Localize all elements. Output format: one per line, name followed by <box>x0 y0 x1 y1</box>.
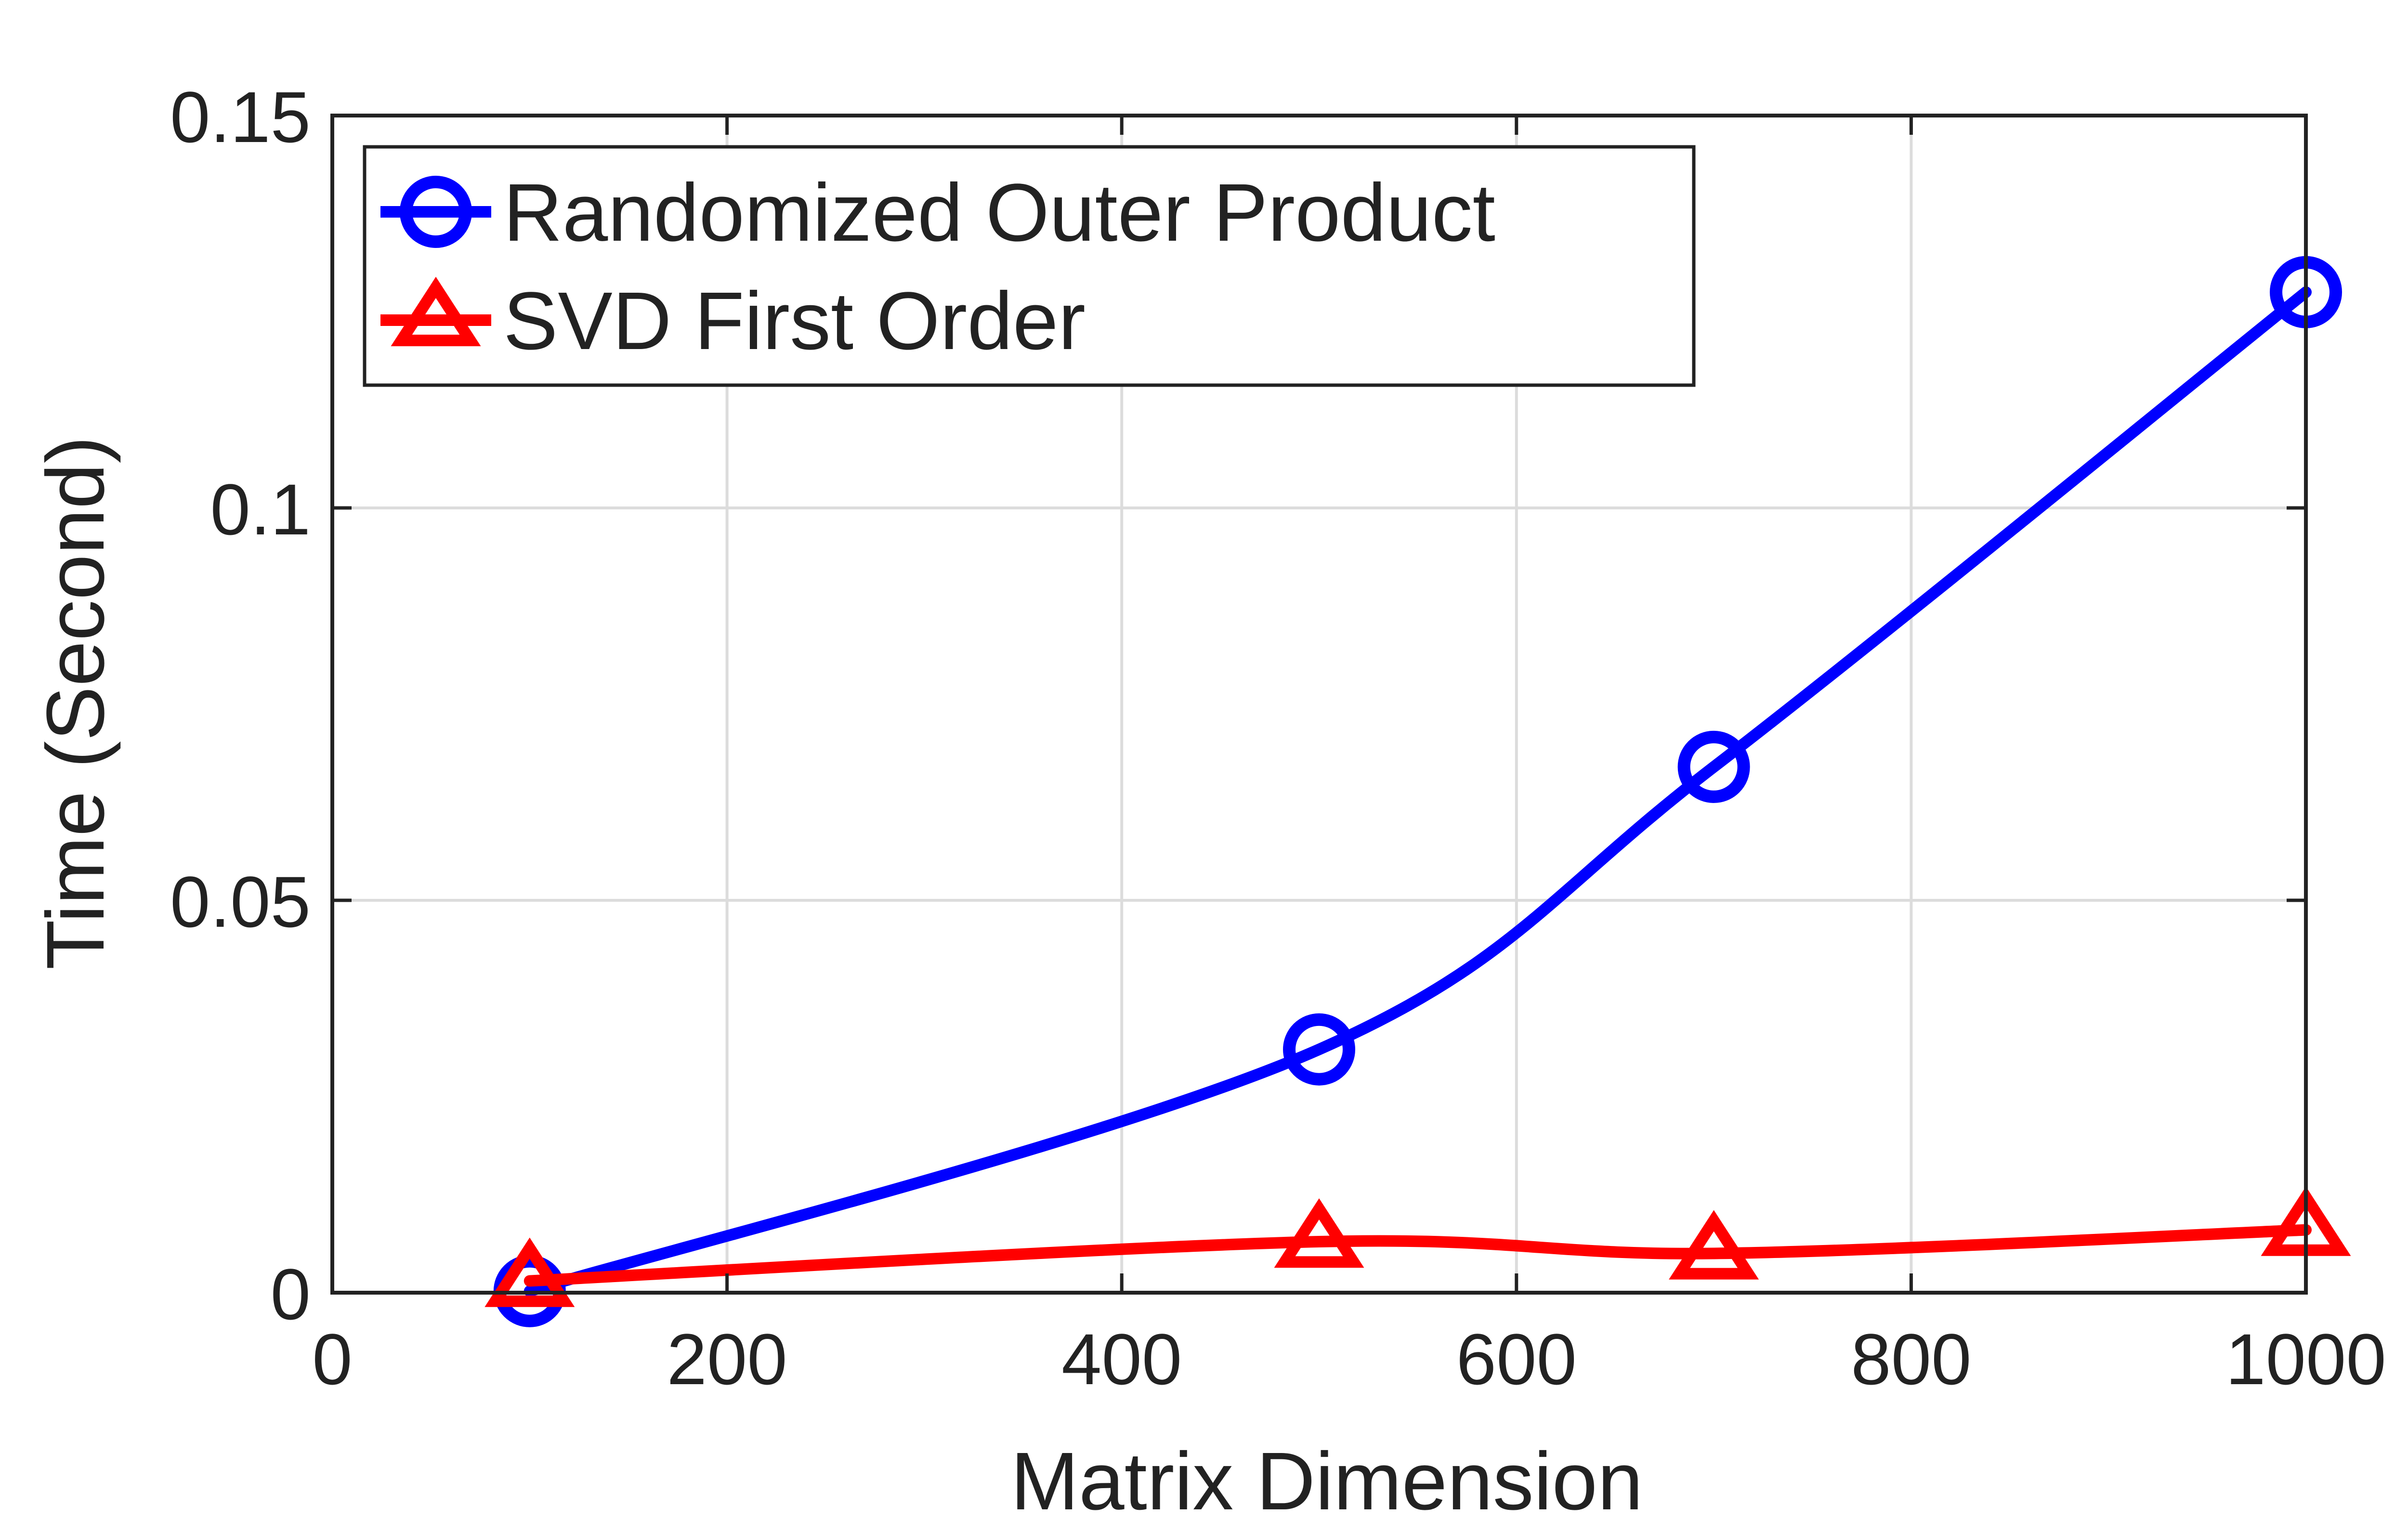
triangle-marker <box>1669 1210 1759 1280</box>
series-1 <box>493 256 2342 1327</box>
plot-frame <box>330 114 2308 1295</box>
circle-marker <box>1677 730 1750 803</box>
x-tick-label: 1000 <box>2225 1319 2386 1400</box>
x-tick-label: 600 <box>1456 1319 1577 1400</box>
series-line <box>523 286 2312 1297</box>
series-layer <box>484 256 2351 1327</box>
x-tick-label: 400 <box>1061 1319 1182 1400</box>
triangle-marker <box>484 1237 575 1307</box>
triangle-marker <box>1274 1198 1364 1268</box>
circle-marker <box>1283 1013 1355 1086</box>
x-axis-label: Matrix Dimension <box>1010 1436 1643 1527</box>
x-tick-label: 800 <box>1851 1319 1971 1400</box>
legend-label: Randomized Outer Product <box>503 167 1495 259</box>
series-line <box>523 1224 2312 1287</box>
legend-item: SVD First Order <box>380 275 1086 367</box>
legend-triangle-marker <box>391 276 481 347</box>
y-tick-label: 0 <box>271 1254 311 1335</box>
legend: Randomized Outer Product SVD First Order <box>363 145 1696 387</box>
ticks: 0 200 400 600 800 1000 0 0.05 0.1 0.15 <box>170 77 2386 1400</box>
legend-box <box>363 145 1696 387</box>
series-2 <box>484 1186 2351 1307</box>
y-tick-label: 0.15 <box>170 77 311 157</box>
y-axis-label: Time (Second) <box>30 436 121 970</box>
legend-label: SVD First Order <box>503 275 1086 367</box>
y-tick-label: 0.05 <box>170 861 311 942</box>
x-tick-label: 200 <box>667 1319 787 1400</box>
legend-circle-marker <box>400 176 472 248</box>
x-tick-label: 0 <box>312 1319 352 1400</box>
legend-item: Randomized Outer Product <box>380 167 1495 259</box>
y-tick-label: 0.1 <box>210 469 311 550</box>
